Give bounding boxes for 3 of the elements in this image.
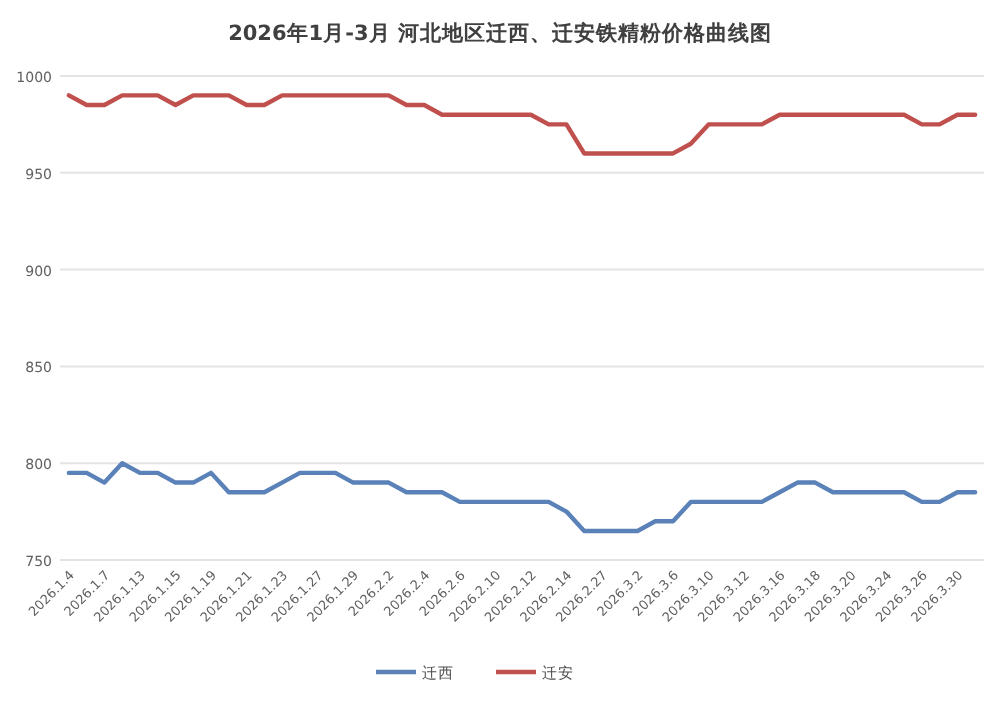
line-series [66,93,978,156]
line-series [66,461,978,534]
chart-title: 2026年1月-3月 河北地区迁西、迁安铁精粉价格曲线图 [228,20,772,46]
